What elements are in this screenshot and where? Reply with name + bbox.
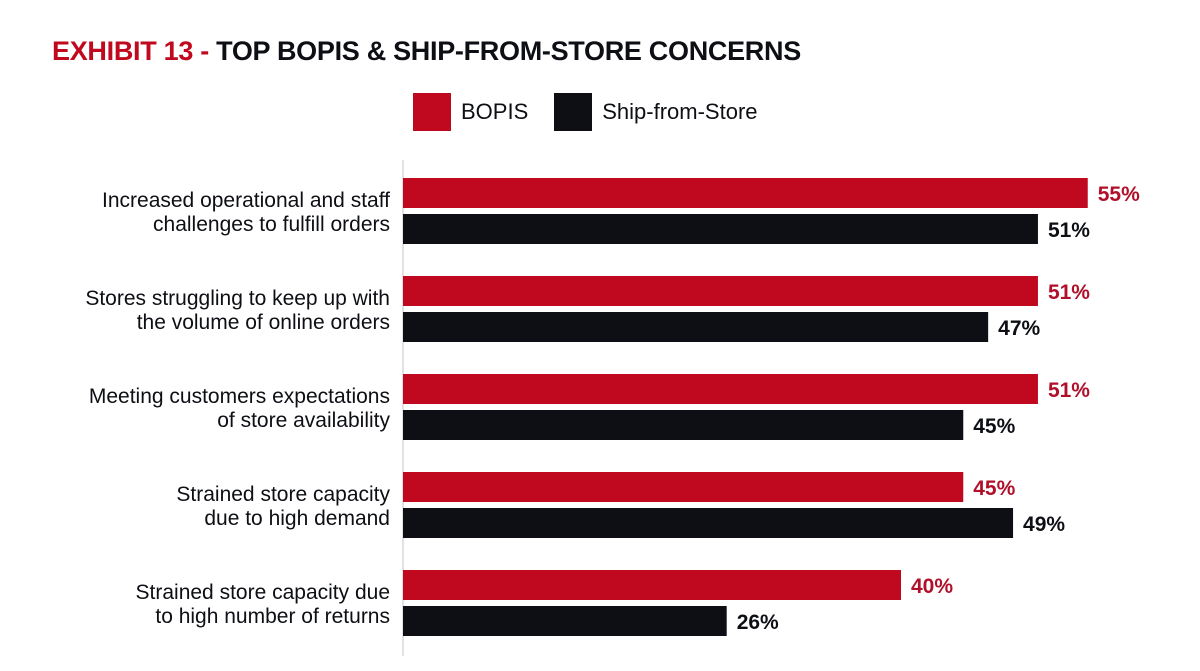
category-label-line: to high number of returns (155, 605, 390, 628)
bar-ship-from-store (403, 312, 989, 342)
data-label: 40% (911, 575, 953, 598)
bar-bopis (403, 276, 1038, 306)
bar-ship-from-store (403, 606, 727, 636)
category-label-line: Strained store capacity (176, 483, 390, 506)
category-label: Strained store capacity due to high numbe… (136, 581, 390, 628)
chart-legend: BOPIS Ship-from-Store (413, 93, 784, 131)
legend-swatch-bopis (413, 93, 451, 131)
chart-title: EXHIBIT 13 - TOP BOPIS & SHIP-FROM-STORE… (52, 36, 801, 67)
data-label: 55% (1098, 183, 1140, 206)
category-label: Strained store capacity due to high deman… (176, 483, 390, 530)
legend-label-bopis: BOPIS (461, 99, 529, 124)
bar-ship-from-store (403, 508, 1014, 538)
chart-title-text: TOP BOPIS & SHIP-FROM-STORE CONCERNS (216, 36, 801, 66)
legend-item-bopis: BOPIS (413, 93, 528, 131)
category-label-line: Increased operational and staff (102, 189, 390, 212)
data-label: 26% (737, 611, 779, 634)
legend-label-ship-from-store: Ship-from-Store (602, 99, 758, 124)
bar-ship-from-store (403, 214, 1038, 244)
data-label: 45% (973, 477, 1015, 500)
category-label-line: Strained store capacity due (136, 581, 390, 604)
data-label: 49% (1023, 513, 1065, 536)
bar-bopis (403, 472, 964, 502)
category-label-line: Meeting customers expectations (89, 385, 390, 408)
bar-bopis (403, 178, 1088, 208)
legend-item-ship-from-store: Ship-from-Store (554, 93, 758, 131)
category-label-line: Stores struggling to keep up with (85, 287, 390, 310)
bar-bopis (403, 374, 1038, 404)
category-label: Meeting customers expectations of store a… (89, 385, 391, 432)
data-label: 51% (1048, 281, 1090, 304)
category-label: Stores struggling to keep up with the vol… (85, 287, 390, 334)
data-label: 51% (1048, 379, 1090, 402)
chart-title-prefix: EXHIBIT 13 - (52, 36, 209, 66)
bar-ship-from-store (403, 410, 964, 440)
category-label-line: due to high demand (204, 507, 390, 530)
category-label-line: challenges to fulfill orders (153, 213, 390, 236)
category-label-line: of store availability (217, 409, 390, 432)
category-label-line: the volume of online orders (137, 311, 390, 334)
bar-bopis (403, 570, 901, 600)
data-label: 47% (998, 317, 1040, 340)
legend-swatch-ship-from-store (554, 93, 593, 131)
data-label: 45% (973, 415, 1015, 438)
category-label: Increased operational and staff challenge… (102, 189, 390, 236)
data-label: 51% (1048, 219, 1090, 242)
